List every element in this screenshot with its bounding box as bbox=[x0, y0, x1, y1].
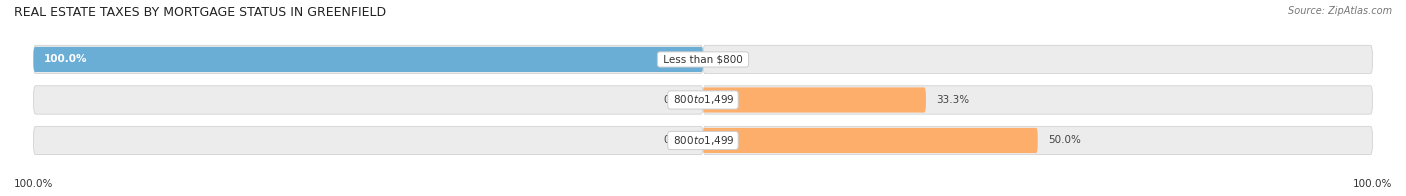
FancyBboxPatch shape bbox=[34, 126, 703, 155]
Text: 50.0%: 50.0% bbox=[1047, 135, 1081, 145]
FancyBboxPatch shape bbox=[703, 86, 1372, 114]
FancyBboxPatch shape bbox=[703, 126, 1372, 155]
Text: 33.3%: 33.3% bbox=[936, 95, 969, 105]
Text: 0.0%: 0.0% bbox=[664, 135, 689, 145]
Text: 100.0%: 100.0% bbox=[14, 179, 53, 189]
FancyBboxPatch shape bbox=[34, 45, 703, 74]
Text: 100.0%: 100.0% bbox=[44, 54, 87, 64]
Text: 0.0%: 0.0% bbox=[664, 95, 689, 105]
Text: $800 to $1,499: $800 to $1,499 bbox=[671, 93, 735, 106]
Text: $800 to $1,499: $800 to $1,499 bbox=[671, 134, 735, 147]
Text: 100.0%: 100.0% bbox=[1353, 179, 1392, 189]
Text: Less than $800: Less than $800 bbox=[659, 54, 747, 64]
Text: REAL ESTATE TAXES BY MORTGAGE STATUS IN GREENFIELD: REAL ESTATE TAXES BY MORTGAGE STATUS IN … bbox=[14, 6, 387, 19]
FancyBboxPatch shape bbox=[34, 47, 703, 72]
FancyBboxPatch shape bbox=[703, 45, 1372, 74]
FancyBboxPatch shape bbox=[703, 87, 927, 113]
FancyBboxPatch shape bbox=[703, 128, 1038, 153]
Text: Source: ZipAtlas.com: Source: ZipAtlas.com bbox=[1288, 6, 1392, 16]
Text: 0.0%: 0.0% bbox=[717, 54, 742, 64]
FancyBboxPatch shape bbox=[34, 86, 703, 114]
